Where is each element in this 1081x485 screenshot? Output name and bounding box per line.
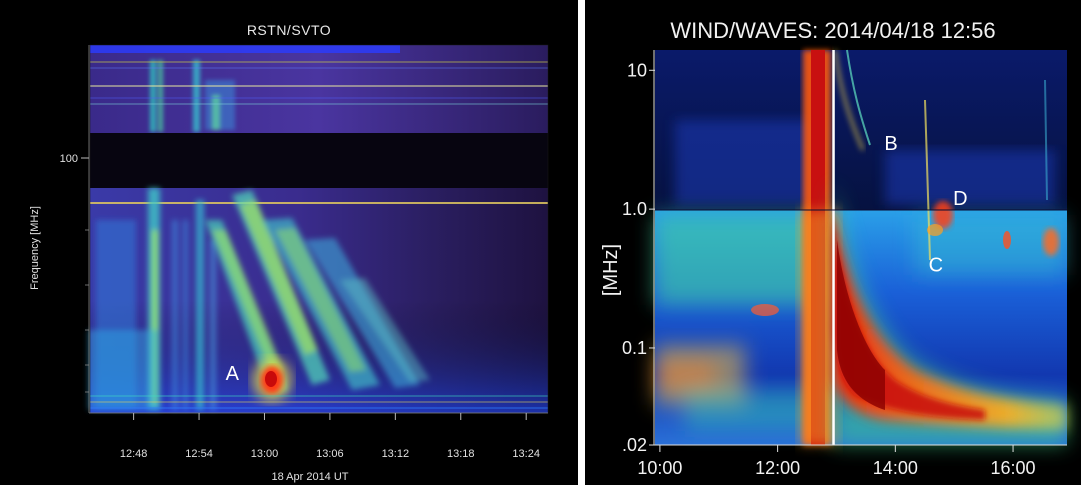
x-tick-label: 13:24 [512,448,540,460]
frequency-gap [90,133,548,188]
upper-band-lines [90,61,548,105]
x-axis-label: 18 Apr 2014 UT [271,471,348,483]
x-tick-label: 12:00 [755,458,800,478]
chart-title: RSTN/SVTO [246,22,332,38]
left-x-axis: 12:48 12:54 13:00 13:06 13:12 13:18 13:24 [89,412,548,460]
lower-band-vertical-bursts [88,188,216,410]
chart-title: WIND/WAVES: 2014/04/18 12:56 [670,18,996,43]
wind-waves-panel: WIND/WAVES: 2014/04/18 12:56 [585,0,1081,485]
x-tick-label: 13:00 [251,448,279,460]
x-tick-label: 14:00 [873,458,918,478]
y-tick-label: 10 [627,60,647,80]
bottom-noise-lines [90,395,548,409]
drifting-features [751,49,1059,316]
burst-a-hotspot [252,358,292,402]
y-tick-label: 0.1 [622,338,647,358]
x-tick-label: 10:00 [637,458,682,478]
y-axis-label: Frequency [MHz] [29,206,41,290]
y-tick-label: .02 [622,435,647,455]
y-axis-label: [MHz] [600,244,622,296]
x-tick-label: 12:54 [185,448,213,460]
x-tick-label: 13:06 [316,448,344,460]
x-tick-label: 12:48 [120,448,148,460]
right-y-axis: 10 1.0 0.1 .02 [MHz] [600,50,655,455]
x-tick-label: 13:12 [382,448,410,460]
x-tick-label: 13:18 [447,448,475,460]
rstn-spectrogram-chart: A 100 Frequency [MHz] 12:48 12:54 13:00 13:… [29,44,549,483]
annotation-label-c: C [929,254,943,276]
wind-waves-spectrogram-chart: B C D 10 1.0 0.1 .02 [MHz] 10:00 12:00 14:… [600,49,1067,478]
y-tick-label: 1.0 [622,199,647,219]
x-tick-label: 16:00 [991,458,1036,478]
upper-band-speckle [675,120,1055,205]
burst-tail [833,180,1067,445]
annotation-label-d: D [953,188,967,210]
annotation-label-a: A [226,363,240,385]
rstn-plot-area [88,44,549,414]
upper-band-bursts [150,60,235,132]
wind-waves-plot-area [655,49,1067,445]
y-tick-label: 100 [60,153,78,165]
rstn-svto-panel: RSTN/SVTO [0,0,578,485]
upper-band-edge [90,45,400,53]
left-y-axis: 100 Frequency [MHz] [29,45,90,413]
annotation-label-b: B [884,133,897,155]
upper-frequency-band [90,45,548,133]
right-x-axis: 10:00 12:00 14:00 16:00 [637,444,1067,478]
drifting-bursts [205,190,430,395]
